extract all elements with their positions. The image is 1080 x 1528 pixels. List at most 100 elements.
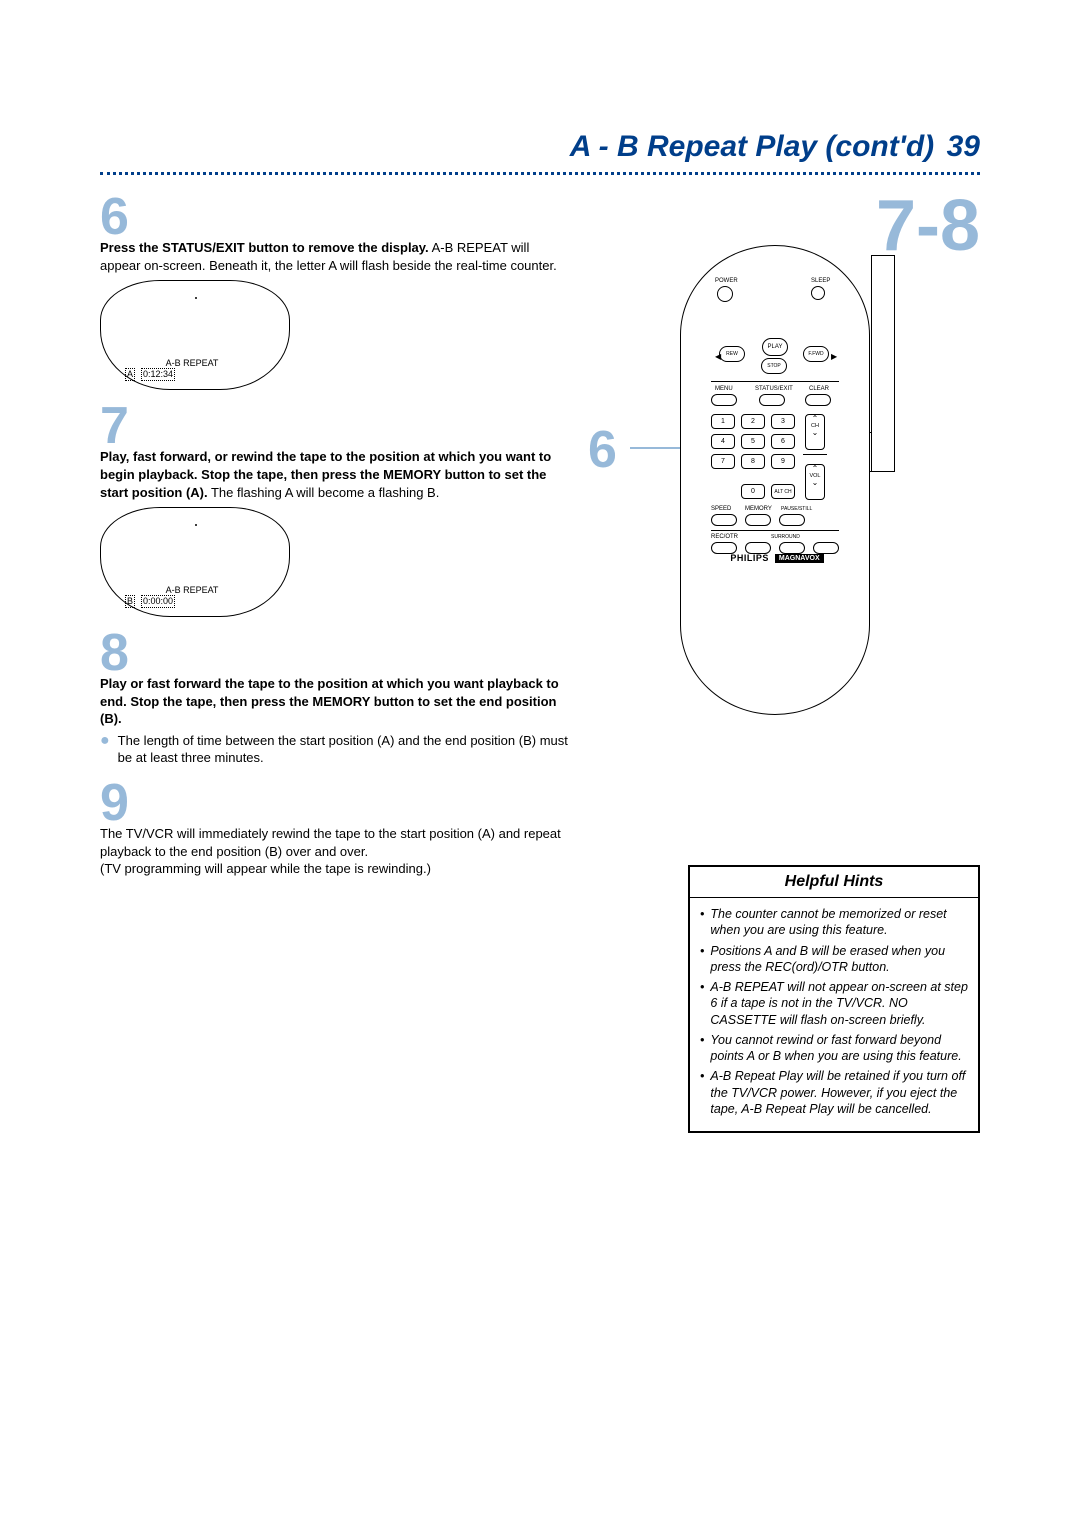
right-column: 7-8 6 POWER SLEEP PLAY REW bbox=[600, 195, 980, 1133]
ch-up-icon: ⌃ bbox=[806, 415, 824, 423]
hint-item: A-B Repeat Play will be retained if you … bbox=[700, 1068, 968, 1117]
tv-b-line1: A-B REPEAT bbox=[125, 585, 279, 596]
chvol-divider bbox=[803, 454, 827, 455]
clear-button[interactable] bbox=[805, 394, 831, 406]
stop-button[interactable]: STOP bbox=[761, 358, 787, 374]
hint-text: A-B REPEAT will not appear on-screen at … bbox=[710, 979, 968, 1028]
step-8: 8 Play or fast forward the tape to the p… bbox=[100, 631, 570, 767]
page: A - B Repeat Play (cont'd) 39 6 Press th… bbox=[0, 0, 1080, 1193]
num-8-button[interactable]: 8 bbox=[741, 454, 765, 469]
num-2-button[interactable]: 2 bbox=[741, 414, 765, 429]
recotr-label: REC/OTR bbox=[711, 534, 738, 540]
rew-button[interactable]: REW bbox=[719, 346, 745, 362]
step-6-number: 6 bbox=[100, 195, 570, 239]
remote-divider-1 bbox=[711, 381, 839, 382]
step-8-bullet-row: ● The length of time between the start p… bbox=[100, 732, 570, 767]
step-9-number: 9 bbox=[100, 781, 570, 825]
logo-philips: PHILIPS bbox=[726, 552, 773, 564]
header-divider bbox=[100, 172, 980, 175]
num-4-button[interactable]: 4 bbox=[711, 434, 735, 449]
ffwd-button[interactable]: F.FWD bbox=[803, 346, 829, 362]
bullet-icon: ● bbox=[100, 732, 110, 767]
tv-a-time: 0:12:34 bbox=[141, 368, 175, 381]
step-7: 7 Play, fast forward, or rewind the tape… bbox=[100, 404, 570, 617]
num-7-button[interactable]: 7 bbox=[711, 454, 735, 469]
hint-text: Positions A and B will be erased when yo… bbox=[710, 943, 968, 976]
speed-label: SPEED bbox=[711, 506, 731, 512]
tv-a-line2: A 0:12:34 bbox=[125, 368, 279, 381]
remote-logo: PHILIPS MAGNAVOX bbox=[731, 552, 819, 564]
tv-b-time: 0:00:00 bbox=[141, 595, 175, 608]
num-6-button[interactable]: 6 bbox=[771, 434, 795, 449]
hint-text: You cannot rewind or fast forward beyond… bbox=[710, 1032, 968, 1065]
step-7-body: Play, fast forward, or rewind the tape t… bbox=[100, 448, 570, 501]
tv-screen-a: A-B REPEAT A 0:12:34 bbox=[100, 280, 290, 390]
step-6-bold: Press the STATUS/EXIT button to remove t… bbox=[100, 240, 429, 255]
page-number: 39 bbox=[947, 130, 980, 163]
play-button[interactable]: PLAY bbox=[762, 338, 788, 356]
left-column: 6 Press the STATUS/EXIT button to remove… bbox=[100, 195, 570, 1133]
ch-rocker[interactable]: ⌃ CH ⌄ bbox=[805, 414, 825, 450]
page-header: A - B Repeat Play (cont'd) 39 bbox=[100, 130, 980, 164]
hint-text: The counter cannot be memorized or reset… bbox=[710, 906, 968, 939]
tv-screen-b-text: A-B REPEAT B 0:00:00 bbox=[125, 585, 279, 609]
remote-control: POWER SLEEP PLAY REW F.FWD STOP ◀ ▶ ME bbox=[680, 245, 870, 715]
memory-label: MEMORY bbox=[745, 506, 772, 512]
play-label: PLAY bbox=[768, 344, 783, 350]
helpful-hints-title: Helpful Hints bbox=[690, 867, 978, 898]
step-9-line1: The TV/VCR will immediately rewind the t… bbox=[100, 825, 570, 860]
tv-b-line2: B 0:00:00 bbox=[125, 595, 279, 608]
step-6: 6 Press the STATUS/EXIT button to remove… bbox=[100, 195, 570, 390]
step-6-body: Press the STATUS/EXIT button to remove t… bbox=[100, 239, 570, 274]
num-9-button[interactable]: 9 bbox=[771, 454, 795, 469]
tv-a-line1: A-B REPEAT bbox=[125, 358, 279, 369]
helpful-hints-box: Helpful Hints The counter cannot be memo… bbox=[688, 865, 980, 1133]
num-0-button[interactable]: 0 bbox=[741, 484, 765, 499]
ch-down-icon: ⌄ bbox=[806, 429, 824, 437]
num-1-button[interactable]: 1 bbox=[711, 414, 735, 429]
vol-rocker[interactable]: ⌃ VOL ⌄ bbox=[805, 464, 825, 500]
altch-button[interactable]: ALT CH bbox=[771, 484, 795, 499]
power-label: POWER bbox=[715, 278, 738, 284]
step-7-number: 7 bbox=[100, 404, 570, 448]
vol-up-icon: ⌃ bbox=[806, 465, 824, 473]
step-7-rest: The flashing A will become a flashing B. bbox=[208, 485, 440, 500]
ffwd-arrow-icon: ▶ bbox=[831, 352, 837, 361]
pause-label: PAUSE/STILL bbox=[781, 506, 812, 512]
rew-arrow-icon: ◀ bbox=[715, 352, 721, 361]
sleep-label: SLEEP bbox=[811, 278, 830, 284]
tv-a-prefix: A bbox=[125, 368, 135, 381]
hint-item: The counter cannot be memorized or reset… bbox=[700, 906, 968, 939]
memory-button[interactable] bbox=[745, 514, 771, 526]
vol-down-icon: ⌄ bbox=[806, 479, 824, 487]
menu-button[interactable] bbox=[711, 394, 737, 406]
clear-label: CLEAR bbox=[809, 386, 829, 392]
hint-text: A-B Repeat Play will be retained if you … bbox=[710, 1068, 968, 1117]
step-8-body: Play or fast forward the tape to the pos… bbox=[100, 675, 570, 728]
speed-button[interactable] bbox=[711, 514, 737, 526]
surround-label: SURROUND bbox=[771, 534, 800, 540]
step-8-number: 8 bbox=[100, 631, 570, 675]
menu-label: MENU bbox=[715, 386, 733, 392]
ffwd-label: F.FWD bbox=[808, 351, 823, 357]
status-exit-button[interactable] bbox=[759, 394, 785, 406]
step-9: 9 The TV/VCR will immediately rewind the… bbox=[100, 781, 570, 878]
power-button[interactable] bbox=[717, 286, 733, 302]
tv-screen-b: A-B REPEAT B 0:00:00 bbox=[100, 507, 290, 617]
hint-item: You cannot rewind or fast forward beyond… bbox=[700, 1032, 968, 1065]
tv-dot-a bbox=[195, 297, 197, 299]
step-9-line2: (TV programming will appear while the ta… bbox=[100, 860, 570, 878]
remote-wrap: POWER SLEEP PLAY REW F.FWD STOP ◀ ▶ ME bbox=[600, 245, 980, 715]
hint-item: Positions A and B will be erased when yo… bbox=[700, 943, 968, 976]
num-5-button[interactable]: 5 bbox=[741, 434, 765, 449]
hint-item: A-B REPEAT will not appear on-screen at … bbox=[700, 979, 968, 1028]
pause-button[interactable] bbox=[779, 514, 805, 526]
sleep-button[interactable] bbox=[811, 286, 825, 300]
tv-dot-b bbox=[195, 524, 197, 526]
status-label: STATUS/EXIT bbox=[755, 386, 793, 392]
rew-label: REW bbox=[726, 351, 738, 357]
remote-divider-2 bbox=[711, 530, 839, 531]
content-area: 6 Press the STATUS/EXIT button to remove… bbox=[100, 195, 980, 1133]
num-3-button[interactable]: 3 bbox=[771, 414, 795, 429]
tv-b-prefix: B bbox=[125, 595, 135, 608]
